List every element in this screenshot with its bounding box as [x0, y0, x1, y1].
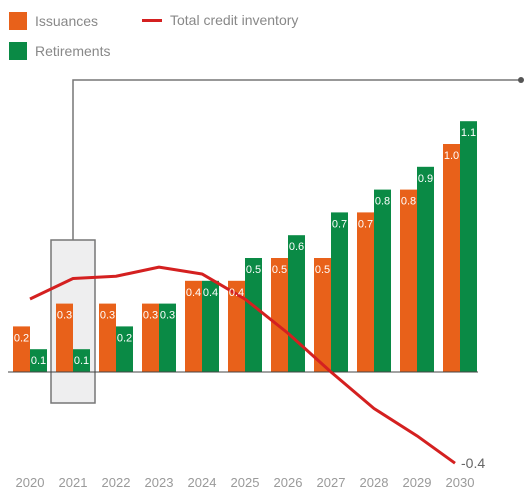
retirement-bar-2029 [417, 166, 434, 372]
issuance-bar-2029 [400, 189, 417, 372]
retirement-bar-2024 [202, 280, 219, 372]
issuance-bar-2030 [443, 144, 460, 372]
issuance-value-label-2023: 0.3 [143, 310, 158, 322]
line-layer [29, 265, 456, 465]
retirement-value-label-2030: 1.1 [461, 127, 476, 139]
issuance-bar-2028 [357, 212, 374, 372]
x-tick-label-2023: 2023 [145, 475, 174, 490]
legend-inventory: Total credit inventory [142, 12, 298, 28]
issuance-value-label-2022: 0.3 [100, 310, 115, 322]
retirement-value-label-2025: 0.5 [246, 264, 261, 276]
x-tick-label-2030: 2030 [446, 475, 475, 490]
issuance-value-label-2030: 1.0 [444, 150, 459, 162]
issuance-value-label-2027: 0.5 [315, 264, 330, 276]
x-tick-label-2022: 2022 [102, 475, 131, 490]
retirement-value-label-2026: 0.6 [289, 241, 304, 253]
issuance-value-label-2024: 0.4 [186, 287, 201, 299]
retirement-value-label-2022: 0.2 [117, 332, 132, 344]
issuance-bar-2020 [13, 326, 30, 372]
legend-inventory-label: Total credit inventory [170, 12, 299, 28]
issuance-value-label-2021: 0.3 [57, 310, 72, 322]
legend-retirements-label: Retirements [35, 43, 111, 59]
issuance-value-label-2028: 0.7 [358, 218, 373, 230]
retirement-value-label-2024: 0.4 [203, 287, 218, 299]
retirement-bar-2030 [460, 121, 477, 372]
retirement-bar-2021 [73, 349, 90, 372]
retirement-value-label-2029: 0.9 [418, 173, 433, 185]
issuance-value-label-2025: 0.4 [229, 287, 244, 299]
x-tick-label-2021: 2021 [59, 475, 88, 490]
legend-issuances-label: Issuances [35, 13, 99, 29]
inventory-swatch [142, 18, 162, 22]
issuance-bar-2023 [142, 303, 159, 372]
x-tick-label-2027: 2027 [317, 475, 346, 490]
issuance-value-label-2029: 0.8 [401, 196, 416, 208]
retirement-bar-2028 [374, 189, 391, 372]
x-tick-label-2026: 2026 [274, 475, 303, 490]
legend-issuances: Issuances [9, 12, 98, 30]
retirement-value-label-2027: 0.7 [332, 218, 347, 230]
issuance-bar-2026 [271, 258, 288, 372]
retirement-value-label-2028: 0.8 [375, 196, 390, 208]
x-tick-label-2020: 2020 [16, 475, 45, 490]
issuance-bar-2024 [185, 280, 202, 372]
issuance-bar-2021 [56, 303, 73, 372]
issuance-value-label-2026: 0.5 [272, 264, 287, 276]
callout-endpoint-dot [518, 77, 524, 83]
inventory-end-label: -0.4 [461, 455, 485, 471]
x-tick-label-2029: 2029 [403, 475, 432, 490]
retirement-value-label-2020: 0.1 [31, 355, 46, 367]
retirements-swatch [9, 42, 27, 60]
issuance-bar-2027 [314, 258, 331, 372]
callout-connector-line [72, 79, 521, 240]
retirement-bar-2027 [331, 212, 348, 372]
retirement-value-label-2021: 0.1 [74, 355, 89, 367]
issuance-bar-2022 [99, 303, 116, 372]
retirement-bar-2020 [30, 349, 47, 372]
issuance-value-label-2020: 0.2 [14, 332, 29, 344]
issuances-swatch [9, 12, 27, 30]
legend-retirements: Retirements [9, 42, 110, 60]
x-tick-label-2024: 2024 [188, 475, 217, 490]
retirement-value-label-2023: 0.3 [160, 310, 175, 322]
issuance-bar-2025 [228, 280, 245, 372]
retirement-bar-2023 [159, 303, 176, 372]
retirement-bar-2026 [288, 235, 305, 372]
x-tick-label-2028: 2028 [360, 475, 389, 490]
x-tick-label-2025: 2025 [231, 475, 260, 490]
bars-layer [13, 121, 477, 372]
retirement-bar-2025 [245, 258, 262, 372]
retirement-bar-2022 [116, 326, 133, 372]
inventory-line [29, 265, 456, 465]
